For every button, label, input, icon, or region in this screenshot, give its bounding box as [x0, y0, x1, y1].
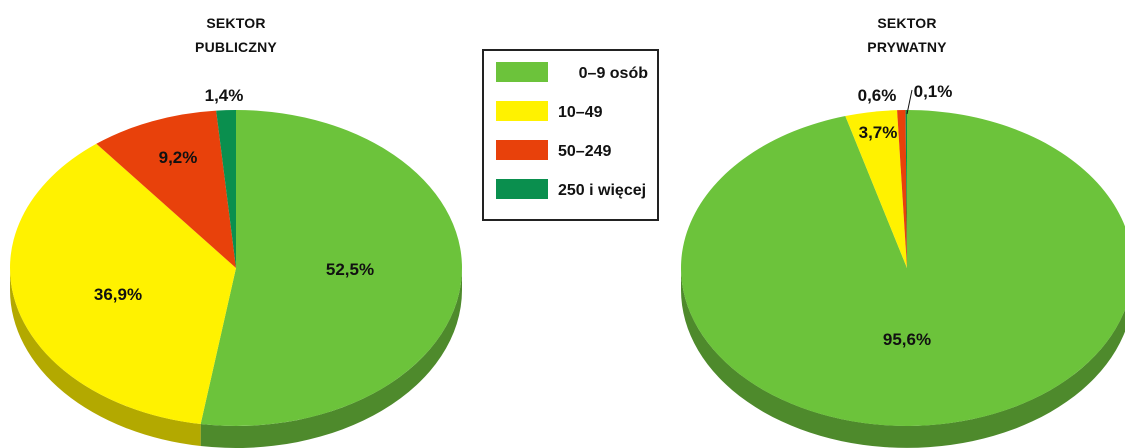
- slice-label-10-49: 36,9%: [94, 285, 142, 304]
- legend-swatch-50-249: [496, 140, 548, 160]
- pie-slice-50-249: [897, 110, 907, 269]
- slice-label-10-49: 3,7%: [859, 123, 898, 142]
- chart-title-line: PUBLICZNY: [195, 39, 277, 55]
- legend-label-50-249: 50–249: [558, 143, 611, 160]
- pie-chart-public: 52,5% 36,9% 9,2% 1,4% SEKTOR PUBLICZNY: [10, 15, 463, 448]
- pie-slice-250+: [216, 110, 236, 268]
- slice-label-50-249: 0,6%: [858, 86, 897, 105]
- pie-chart-private: 95,6% 3,7% 0,6% 0,1% SEKTOR PRYWATNY: [681, 15, 1125, 448]
- pie-slice-0-9: [200, 110, 463, 426]
- chart-title-line: SEKTOR: [877, 15, 936, 31]
- legend-label-250+: 250 i więcej: [558, 182, 646, 199]
- legend-label-10-49: 10–49: [558, 104, 603, 121]
- pie-slice-10-49: [10, 143, 237, 425]
- legend-swatch-10-49: [496, 101, 548, 121]
- pie-slice-10-49: [845, 110, 907, 268]
- pie-slice-250+: [905, 110, 907, 268]
- slice-label-0-9: 52,5%: [326, 260, 374, 279]
- pie-slice-0-9: [681, 110, 1125, 426]
- chart-title-line: SEKTOR: [206, 15, 265, 31]
- pie-slice-50-249: [96, 110, 236, 268]
- legend-swatch-0-9: [496, 62, 548, 82]
- legend-label-0-9: 0–9 osób: [579, 65, 649, 82]
- slice-label-0-9: 95,6%: [883, 330, 931, 349]
- slice-label-50-249: 9,2%: [159, 148, 198, 167]
- slice-label-250+: 0,1%: [914, 82, 953, 101]
- legend-swatch-250+: [496, 179, 548, 199]
- pie-side: [10, 268, 462, 448]
- pie-side-10-49: [10, 268, 201, 447]
- legend: 0–9 osób 10–49 50–249 250 i więcej: [482, 49, 659, 221]
- chart-title-line: PRYWATNY: [867, 39, 947, 55]
- leader-line: [906, 89, 913, 115]
- slice-label-250+: 1,4%: [205, 86, 244, 105]
- pie-side-0-9: [200, 268, 462, 448]
